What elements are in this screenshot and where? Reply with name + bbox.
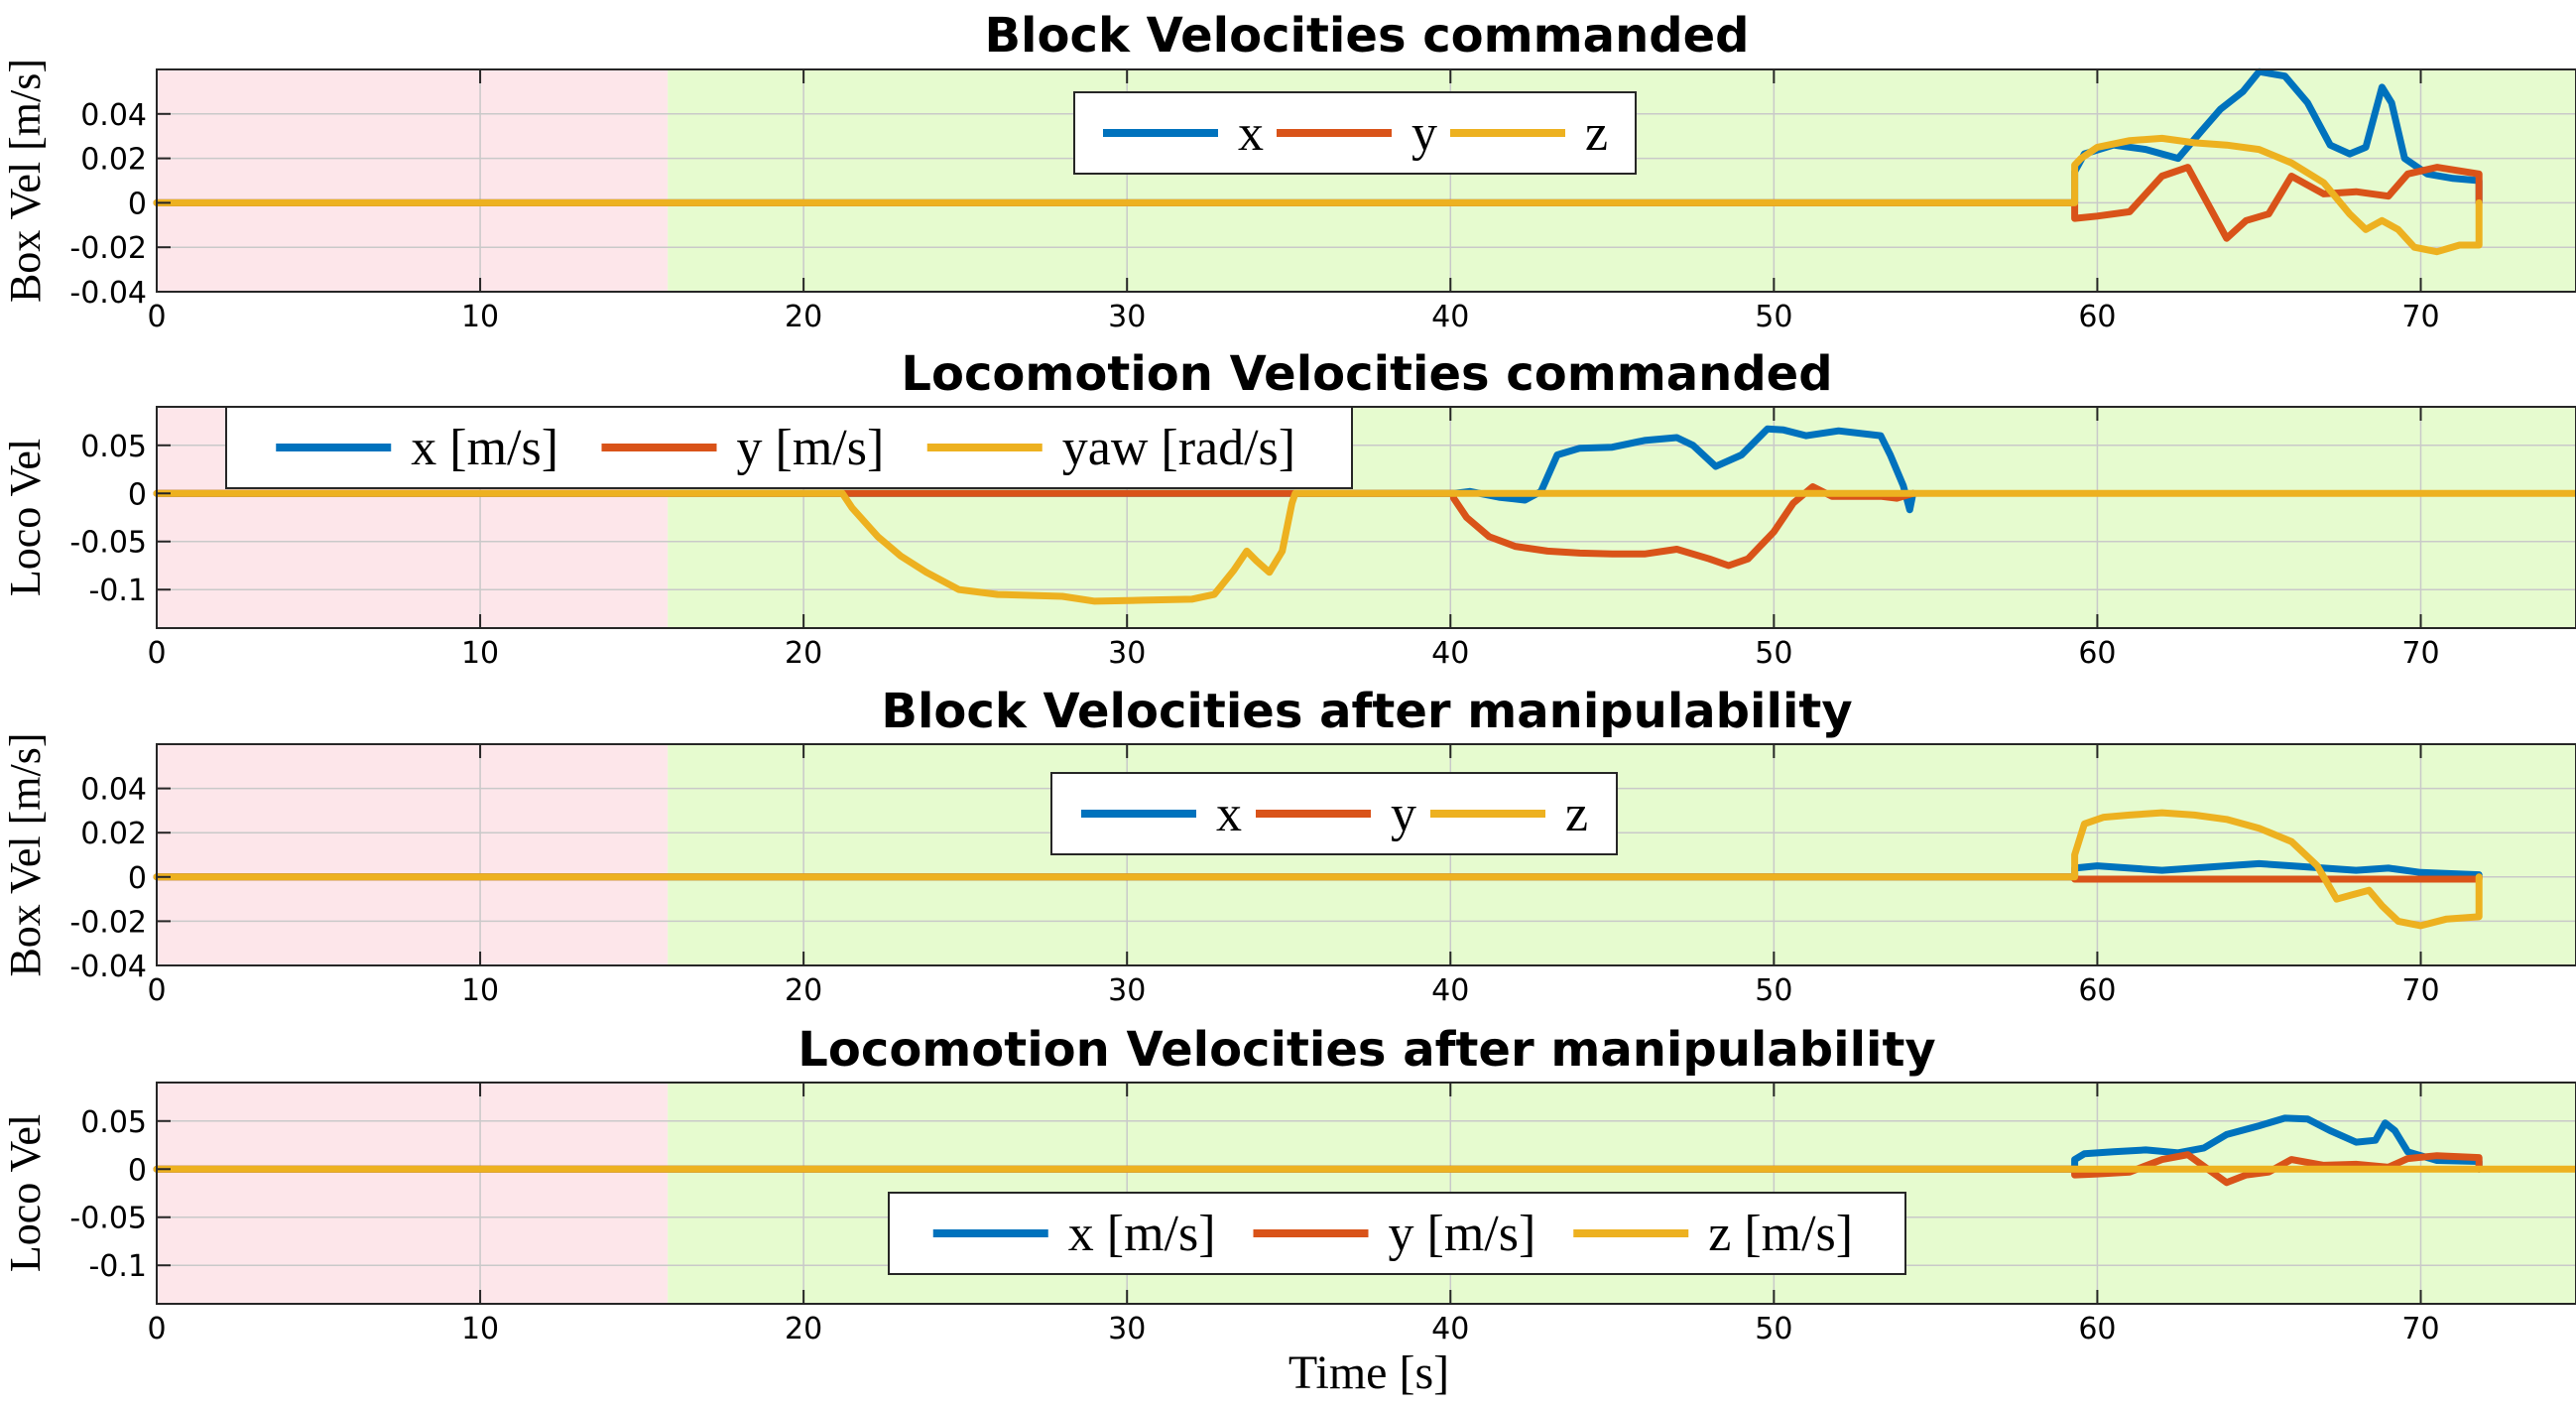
- x-tick-label: 60: [2078, 973, 2116, 1008]
- shaded-region-green: [668, 744, 2576, 965]
- x-tick-label: 30: [1108, 973, 1146, 1008]
- x-tick-label: 60: [2078, 300, 2116, 334]
- legend-box: [888, 1192, 1906, 1275]
- y-tick-label: 0.04: [80, 773, 147, 808]
- panel-title: Locomotion Velocities after manipulabili…: [797, 1022, 1935, 1078]
- panel-title: Locomotion Velocities commanded: [901, 346, 1832, 402]
- y-tick-label: -0.04: [69, 276, 147, 311]
- x-tick-label: 70: [2401, 636, 2439, 671]
- axes-frame: [156, 743, 2576, 966]
- x-tick-label: 20: [785, 636, 822, 671]
- legend-label-x: x [m/s]: [411, 420, 558, 476]
- y-tick-label: 0.02: [80, 817, 147, 851]
- series-line-x: [153, 1114, 2483, 1173]
- series-line-y: [153, 164, 2483, 242]
- y-tick-label: 0: [128, 477, 147, 512]
- series-line-yaw: [153, 489, 2576, 605]
- x-tick-label: 0: [147, 300, 166, 334]
- panel-title: Block Velocities commanded: [984, 8, 1749, 64]
- x-tick-label: 70: [2401, 973, 2439, 1008]
- y-tick-label: 0: [128, 861, 147, 896]
- x-tick-label: 20: [785, 973, 822, 1008]
- x-tick-label: 40: [1431, 973, 1469, 1008]
- x-tick-label: 60: [2078, 636, 2116, 671]
- legend-label-x: x: [1216, 786, 1242, 842]
- series-line-y: [153, 1151, 2483, 1187]
- legend-label-y: y: [1391, 786, 1416, 842]
- y-tick-label: -0.05: [69, 1202, 147, 1236]
- legend-label-y: y: [1411, 105, 1437, 162]
- panel-title: Block Velocities after manipulability: [881, 684, 1852, 739]
- panel-block-velocities-commanded: 0 10 20 30 40 50 60 70-0.04-0.0200.020.04Block …: [1, 8, 2576, 334]
- y-axis-label: Box Vel [m/s]: [1, 732, 50, 976]
- x-tick-label: 0: [147, 973, 166, 1008]
- y-tick-label: -0.05: [69, 526, 147, 561]
- axes-frame: [156, 1082, 2576, 1305]
- shaded-region-red: [157, 744, 669, 965]
- x-tick-label: 10: [461, 300, 499, 334]
- x-tick-label: 70: [2401, 300, 2439, 334]
- legend-label-z: z [m/s]: [1708, 1206, 1853, 1262]
- y-tick-label: 0.04: [80, 98, 147, 133]
- y-tick-label: 0.02: [80, 143, 147, 178]
- panel-block-velocities-after-manipulability: 0 10 20 30 40 50 60 70-0.04-0.0200.020.04Block …: [1, 684, 2576, 1008]
- legend-label-z: z: [1585, 105, 1608, 162]
- panel-locomotion-velocities-commanded: 0 10 20 30 40 50 60 70 -0.1 -0.05 0 0.05 Locomotion …: [1, 346, 2576, 671]
- shaded-region-red: [157, 1083, 669, 1304]
- x-tick-label: 50: [1755, 636, 1792, 671]
- series-line-z: [153, 134, 2483, 256]
- x-tick-label: 0: [147, 1312, 166, 1346]
- y-tick-label: -0.1: [88, 1249, 147, 1284]
- x-tick-label: 40: [1431, 300, 1469, 334]
- series-line-x: [153, 859, 2483, 881]
- legend-box: [225, 406, 1353, 489]
- y-tick-label: 0: [128, 1153, 147, 1188]
- panel-locomotion-velocities-after-manipulability: 0 10 20 30 40 50 60 70 -0.1 -0.05 0 0.05 Locomotion …: [1, 1022, 2576, 1346]
- x-tick-label: 30: [1108, 636, 1146, 671]
- x-tick-label: 10: [461, 636, 499, 671]
- x-tick-label: 10: [461, 973, 499, 1008]
- y-tick-label: -0.1: [88, 574, 147, 608]
- x-axis-label: Time [s]: [1288, 1346, 1449, 1399]
- x-tick-label: 20: [785, 1312, 822, 1346]
- x-tick-label: 50: [1755, 300, 1792, 334]
- legend-label-x: x: [1238, 105, 1264, 162]
- legend-label-y: y [m/s]: [1389, 1206, 1536, 1262]
- legend-label-x: x [m/s]: [1068, 1206, 1216, 1262]
- x-tick-label: 60: [2078, 1312, 2116, 1346]
- legend-label-y: y [m/s]: [737, 420, 885, 476]
- y-tick-label: -0.04: [69, 950, 147, 984]
- x-tick-label: 0: [147, 636, 166, 671]
- y-tick-label: 0: [128, 187, 147, 221]
- x-tick-label: 50: [1755, 973, 1792, 1008]
- x-tick-label: 40: [1431, 636, 1469, 671]
- legend-label-yaw: yaw [rad/s]: [1062, 420, 1295, 476]
- x-tick-label: 70: [2401, 1312, 2439, 1346]
- y-tick-label: -0.02: [69, 231, 147, 266]
- legend-label-z: z: [1565, 786, 1588, 842]
- axes-frame: [156, 406, 2576, 629]
- series-line-x: [153, 425, 1917, 514]
- series-line-z: [153, 809, 2483, 930]
- x-tick-label: 30: [1108, 300, 1146, 334]
- y-tick-label: 0.05: [80, 1105, 147, 1140]
- x-tick-label: 30: [1108, 1312, 1146, 1346]
- y-tick-label: -0.02: [69, 905, 147, 940]
- y-axis-label: Box Vel [m/s]: [1, 59, 50, 303]
- x-tick-label: 40: [1431, 1312, 1469, 1346]
- axes-frame: [156, 68, 2576, 293]
- x-tick-label: 10: [461, 1312, 499, 1346]
- y-axis-label: Loco Vel: [1, 439, 50, 596]
- x-tick-label: 50: [1755, 1312, 1792, 1346]
- shaded-region-red: [157, 69, 669, 292]
- y-tick-label: 0.05: [80, 430, 147, 464]
- y-axis-label: Loco Vel: [1, 1114, 50, 1272]
- x-tick-label: 20: [785, 300, 822, 334]
